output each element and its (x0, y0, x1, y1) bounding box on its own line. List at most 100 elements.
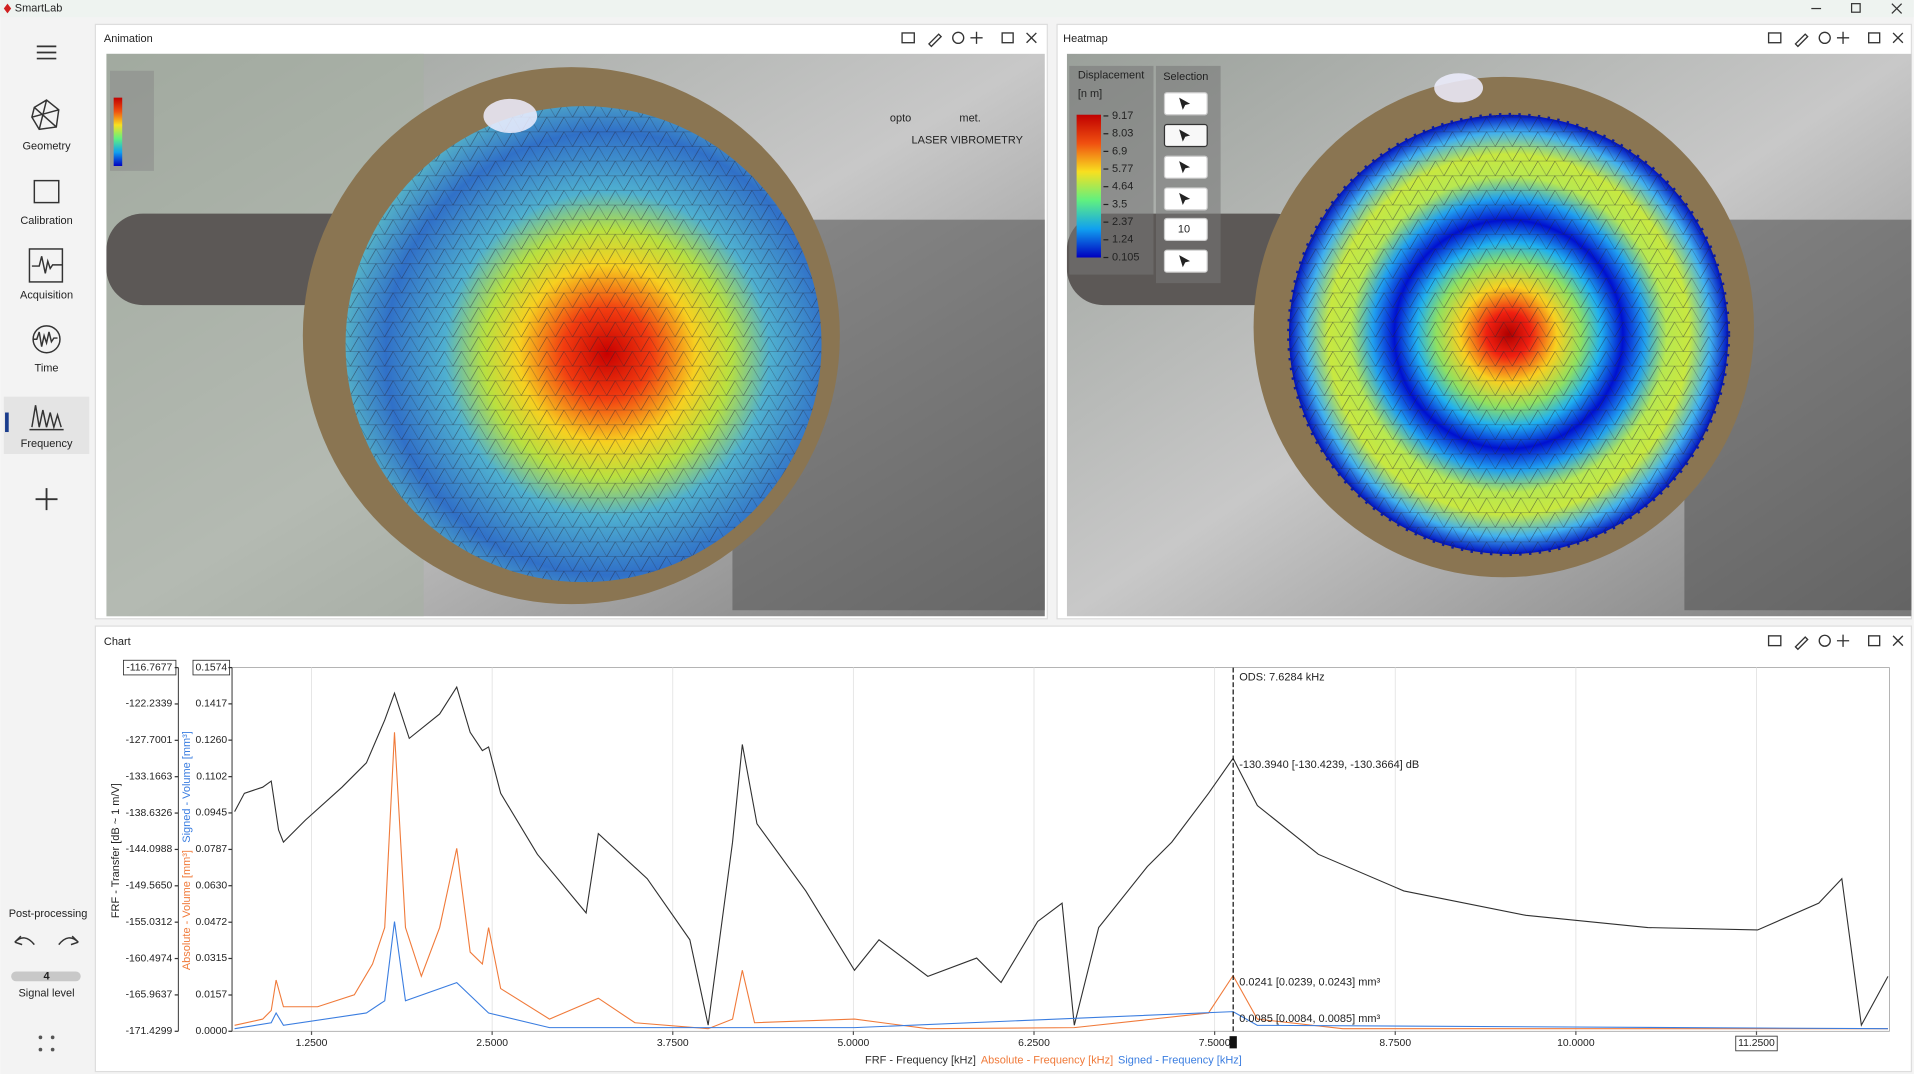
nav-label: Geometry (22, 140, 71, 152)
menu-button[interactable] (36, 45, 57, 60)
logo-subtitle: LASER VIBROMETRY (912, 134, 1024, 146)
y2-tick-label: 0.1260 (195, 735, 227, 746)
nav-label: Acquisition (20, 289, 73, 301)
cursor-annotation: 0.0085 [0.0084, 0.0085] mm³ (1239, 1013, 1380, 1025)
signal-value: 4 (43, 970, 50, 982)
logo-text: met. (959, 112, 980, 124)
y-tick-label: -144.0988 (126, 844, 173, 855)
maximize-button[interactable] (1868, 635, 1881, 647)
close-button[interactable] (1892, 32, 1904, 44)
redo-button[interactable] (58, 935, 79, 946)
legend-tick-label: 8.03 (1112, 128, 1133, 140)
panel-toolbars (901, 31, 1904, 651)
camera-button[interactable] (901, 32, 915, 44)
y-tick-label: -171.4299 (126, 1026, 173, 1037)
y2-limit-box (192, 659, 231, 676)
x-axis-label: FRF - Frequency [kHz] Absolute - Frequenc… (865, 1054, 1242, 1066)
edit-button[interactable] (1794, 33, 1809, 48)
x-tick-label: 7.5000 (1199, 1038, 1231, 1049)
legend-tick-label: 0.105 (1112, 251, 1139, 263)
camera-button[interactable] (1767, 635, 1782, 647)
x-label-part: Absolute - Frequency [kHz] (981, 1054, 1113, 1066)
app-icon (3, 3, 12, 14)
legend-tick-label: 6.9 (1112, 145, 1127, 157)
y2-tick-label: 0.0157 (195, 990, 227, 1001)
x-tick-label: 6.2500 (1018, 1038, 1050, 1049)
settings-button[interactable] (1818, 31, 1831, 44)
selection-tools (1163, 92, 1208, 273)
acquisition-icon[interactable] (28, 248, 64, 283)
close-button[interactable] (1026, 32, 1037, 44)
signal-label: Signal level (18, 987, 74, 999)
signal-slider[interactable] (11, 971, 81, 982)
x-tick-label: 3.7500 (657, 1038, 689, 1049)
add-button[interactable] (1836, 31, 1850, 44)
edit-button[interactable] (1794, 636, 1809, 651)
add-button[interactable] (1836, 634, 1850, 647)
time-icon[interactable] (32, 325, 61, 354)
legend-tick-label: 3.5 (1112, 198, 1127, 210)
y-tick-label: -160.4974 (126, 953, 173, 964)
settings-button[interactable] (952, 31, 965, 44)
plot-area (231, 667, 1890, 1032)
maximize-button[interactable] (1868, 32, 1881, 44)
y-tick-label: -138.6326 (126, 808, 173, 819)
toolbar (1767, 31, 1904, 48)
app-title: SmartLab (15, 2, 63, 14)
nav-label: Frequency (21, 438, 73, 450)
maximize-button[interactable] (1001, 32, 1014, 44)
toolbar (1767, 634, 1904, 651)
y-axis-label: FRF - Transfer [dB ~ 1 m/V] (110, 783, 122, 918)
cursor-handle[interactable] (1229, 1036, 1237, 1049)
undo-button[interactable] (14, 935, 35, 946)
logo-text: opto (890, 112, 911, 124)
panel-title: Chart (104, 636, 131, 648)
cursor-annotation: -130.3940 [-130.4239, -130.3664] dB (1239, 759, 1419, 771)
selected-indicator (5, 412, 9, 433)
point-count: 10 (1178, 223, 1190, 235)
geometry-icon[interactable] (31, 99, 60, 131)
x-tick-label: 8.7500 (1379, 1038, 1411, 1049)
frf-chart: 1.2500 2.5000 3.7500 5.0000 6.2500 7.5000 8.75… (110, 659, 1890, 1066)
y2-tick-label: 0.0000 (195, 1026, 227, 1037)
y2-tick-label: 0.0315 (195, 953, 227, 964)
legend-title: Displacement (1078, 70, 1144, 82)
series-line (234, 921, 1888, 1030)
add-button[interactable] (970, 31, 983, 44)
title-bar (0, 0, 1914, 18)
close-button[interactable] (1891, 3, 1903, 14)
calibration-icon[interactable] (33, 179, 60, 204)
y-tick-label: -165.9637 (126, 990, 173, 1001)
y2-tick-label: 0.1102 (196, 771, 227, 782)
x-tick-label: 10.0000 (1557, 1038, 1595, 1049)
series-group (234, 685, 1889, 1030)
x-label-part: Signed - Frequency [kHz] (1118, 1054, 1242, 1066)
nav-label: Calibration (20, 215, 72, 227)
legend-tick-label: 9.17 (1112, 110, 1133, 122)
y2-tick-label: 0.0472 (195, 917, 227, 928)
panel-title: Heatmap (1063, 33, 1108, 45)
x-cursor-box (1735, 1035, 1778, 1052)
edit-button[interactable] (927, 33, 943, 48)
settings-button[interactable] (1818, 634, 1831, 647)
selection-title: Selection (1163, 71, 1208, 83)
x-tick-label: 2.5000 (476, 1038, 508, 1049)
y-tick-label: -116.7677 (126, 662, 172, 673)
y-limit-box (123, 659, 177, 676)
add-button[interactable] (35, 488, 58, 511)
camera-button[interactable] (1767, 32, 1782, 44)
restore-button[interactable] (1850, 3, 1861, 13)
series-line (234, 732, 1888, 1030)
frequency-icon[interactable] (29, 405, 64, 431)
legend-unit: [n m] (1078, 88, 1102, 100)
y2-label-part: Absolute - Volume [mm³] (181, 850, 193, 970)
y-tick-label: -155.0312 (126, 917, 173, 928)
legend-tick-label: 5.77 (1112, 163, 1133, 175)
y2-tick-label: 0.1574 (195, 662, 227, 673)
selection-button[interactable] (1163, 217, 1208, 242)
sidebar (3, 45, 90, 1052)
close-button[interactable] (1892, 635, 1904, 647)
animation-view (106, 53, 1045, 617)
cursor-annotation: 0.0241 [0.0239, 0.0243] mm³ (1239, 976, 1380, 988)
